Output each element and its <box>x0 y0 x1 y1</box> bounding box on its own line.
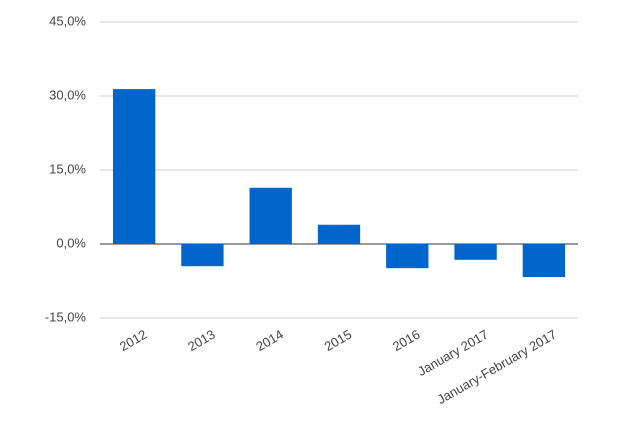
bar <box>522 244 566 278</box>
x-tick-label: 2013 <box>185 327 218 354</box>
x-tick-label: 2012 <box>117 327 150 354</box>
x-tick-label: January-February 2017 <box>435 327 560 408</box>
bar <box>317 224 361 244</box>
x-tick-label: 2016 <box>390 327 423 354</box>
bar <box>112 89 156 245</box>
x-tick-label: 2014 <box>253 327 286 354</box>
bar <box>386 244 429 269</box>
y-tick-label: 45,0% <box>49 13 86 28</box>
y-tick-label: -15,0% <box>45 309 87 324</box>
bar <box>249 187 292 244</box>
y-tick-label: 15,0% <box>49 161 86 176</box>
bar <box>454 244 497 260</box>
y-tick-label: 0,0% <box>56 235 86 250</box>
y-tick-label: 30,0% <box>49 87 86 102</box>
bar <box>181 244 224 267</box>
x-tick-label: 2015 <box>322 327 355 354</box>
